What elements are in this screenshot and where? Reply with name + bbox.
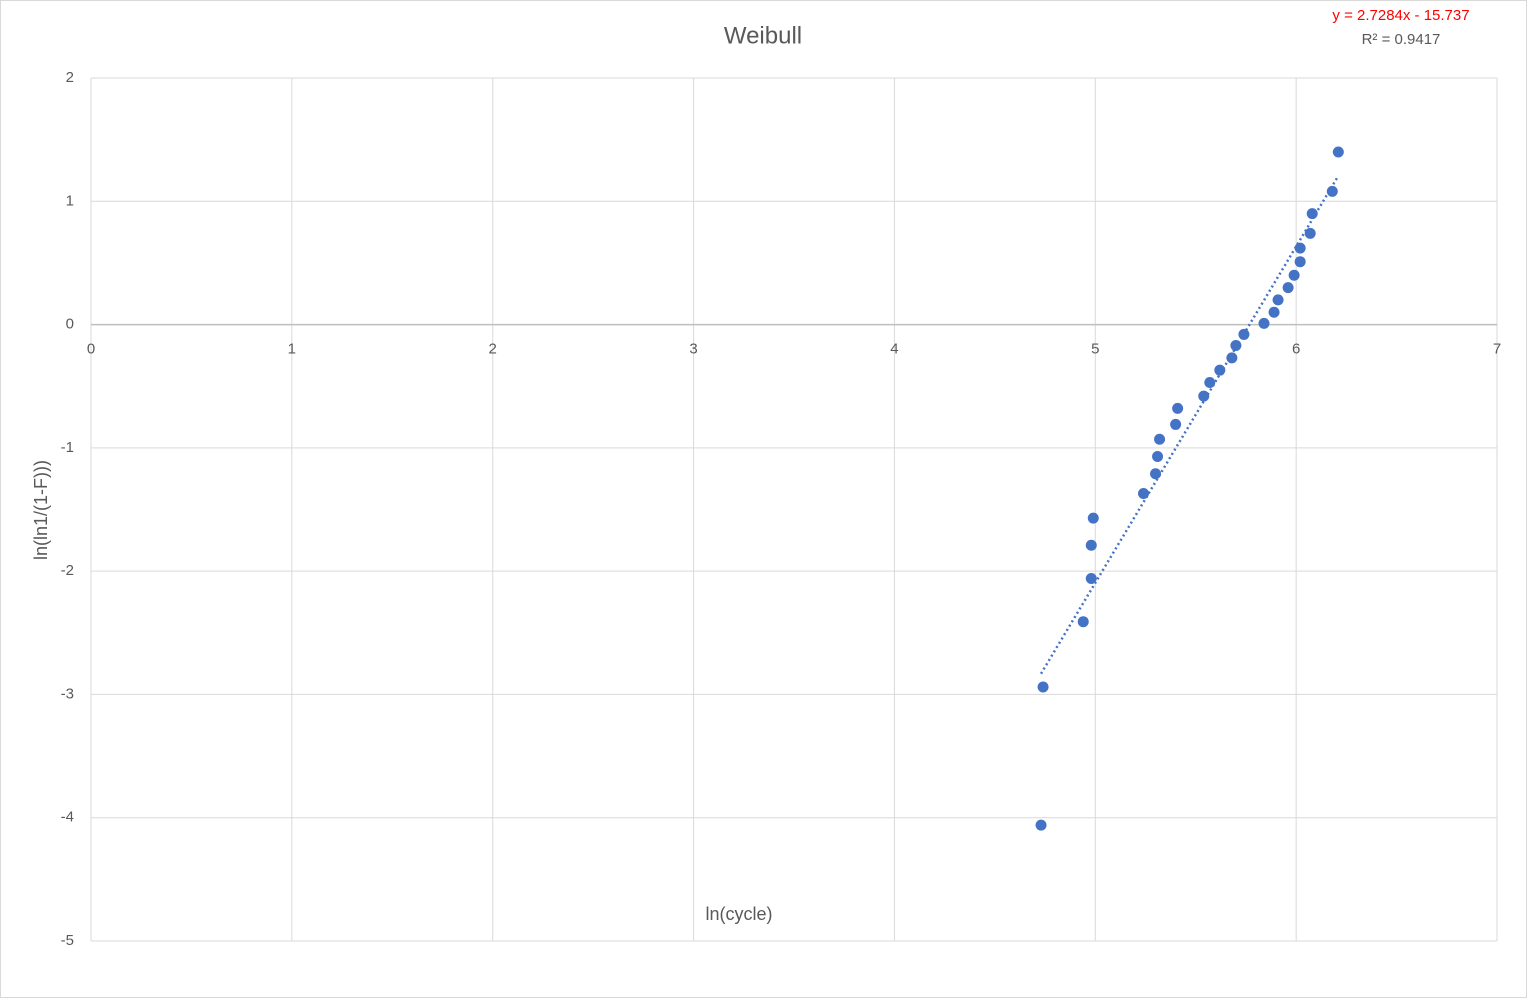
data-point — [1035, 819, 1047, 831]
x-tick-label: 2 — [489, 341, 497, 358]
y-axis-title: ln(ln1/(1-F))) — [31, 460, 51, 560]
data-point — [1170, 418, 1182, 430]
data-point — [1294, 242, 1306, 254]
data-point — [1258, 317, 1270, 329]
data-point — [1268, 306, 1280, 318]
data-point — [1077, 616, 1089, 628]
data-point — [1238, 328, 1250, 340]
trendline-r-squared: R² = 0.9417 — [1362, 31, 1441, 48]
y-tick-label: -3 — [61, 685, 74, 702]
y-tick-label: -2 — [61, 562, 74, 579]
x-tick-label: 3 — [689, 341, 697, 358]
data-point — [1198, 390, 1210, 402]
y-tick-label: 1 — [66, 192, 74, 209]
data-point — [1294, 256, 1306, 268]
data-point — [1152, 450, 1164, 462]
data-point — [1304, 227, 1316, 239]
y-tick-label: 2 — [66, 69, 74, 86]
data-point — [1288, 269, 1300, 281]
data-point — [1087, 512, 1099, 524]
data-point — [1282, 282, 1294, 294]
data-point — [1037, 681, 1049, 693]
data-point — [1214, 364, 1226, 376]
y-tick-label: -1 — [61, 439, 74, 456]
data-point — [1272, 294, 1284, 306]
x-tick-label: 1 — [288, 341, 296, 358]
data-point — [1085, 539, 1097, 551]
x-tick-label: 7 — [1493, 341, 1501, 358]
y-tick-label: -5 — [61, 932, 74, 949]
data-point — [1230, 340, 1242, 352]
trendline — [1039, 175, 1340, 675]
chart-title: Weibull — [724, 22, 802, 49]
data-point — [1172, 402, 1184, 414]
x-tick-label: 6 — [1292, 341, 1300, 358]
x-tick-label: 4 — [890, 341, 898, 358]
y-tick-label: 0 — [66, 316, 74, 333]
x-tick-label: 5 — [1091, 341, 1099, 358]
data-point — [1150, 468, 1162, 480]
data-point — [1332, 146, 1344, 158]
data-point — [1226, 352, 1238, 364]
x-tick-label: 0 — [87, 341, 95, 358]
trendline-equation: y = 2.7284x - 15.737 — [1332, 7, 1469, 24]
x-axis-title: ln(cycle) — [705, 904, 772, 924]
data-point — [1137, 487, 1149, 499]
y-tick-label: -4 — [61, 809, 74, 826]
data-point — [1204, 377, 1216, 389]
data-point — [1306, 208, 1318, 220]
data-point — [1326, 185, 1338, 197]
data-point — [1154, 433, 1166, 445]
data-point — [1085, 573, 1097, 585]
